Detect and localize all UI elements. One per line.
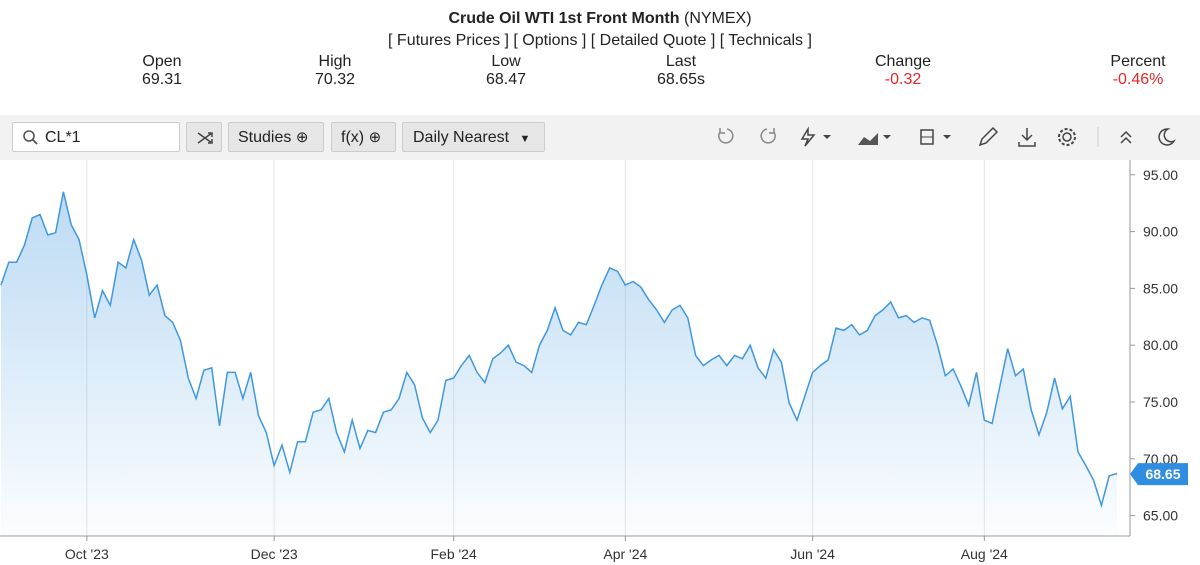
shuffle-icon	[197, 132, 213, 144]
link[interactable]: [ Technicals ]	[719, 32, 812, 49]
quote-value: 69.31	[141, 71, 183, 88]
link[interactable]: [ Detailed Quote ]	[590, 32, 716, 49]
y-tick-label: 95.00	[1143, 167, 1178, 183]
last-price-label: 68.65	[1145, 466, 1180, 482]
y-tick-label: 85.00	[1143, 280, 1178, 296]
quote-value: 68.65s	[656, 71, 706, 88]
quote-label: Low	[491, 53, 521, 70]
link[interactable]: [ Futures Prices ]	[388, 32, 509, 49]
compare-button[interactable]	[186, 122, 222, 152]
symbol-input[interactable]: CL*1	[12, 122, 180, 152]
period-label: Daily Nearest	[413, 129, 510, 146]
link[interactable]: [ Options ]	[513, 32, 587, 49]
symbol: CL*1	[45, 129, 81, 146]
y-tick-label: 90.00	[1143, 224, 1178, 240]
fx-label: f(x)	[341, 129, 365, 146]
period-select[interactable]: Daily Nearest ▼	[402, 122, 545, 152]
quote-value: -0.32	[884, 71, 922, 88]
quote-label: Percent	[1110, 53, 1166, 70]
y-tick-label: 65.00	[1143, 508, 1178, 524]
y-tick-label: 70.00	[1143, 451, 1178, 467]
quote-item: Low 68.47	[426, 53, 586, 89]
x-tick-label: Jun '24	[790, 546, 835, 562]
studies-label: Studies	[238, 129, 292, 146]
toolbar-icons[interactable]	[710, 115, 1180, 160]
quote-value: -0.46%	[1112, 71, 1164, 88]
quote-item: High 70.32	[255, 53, 415, 89]
studies-button[interactable]: Studies ⊕	[228, 122, 324, 152]
quote-item: Last 68.65s	[601, 53, 761, 89]
quote-value: 70.32	[314, 71, 356, 88]
quote-item: Percent -0.46%	[1058, 53, 1200, 89]
price-line	[0, 191, 1118, 509]
y-tick-label: 75.00	[1143, 394, 1178, 410]
quote-label: Change	[874, 53, 932, 70]
fx-button[interactable]: f(x) ⊕	[331, 122, 396, 152]
x-tick-label: Feb '24	[431, 546, 477, 562]
quote-label: Open	[142, 53, 182, 70]
x-tick-label: Dec '23	[251, 546, 298, 562]
y-tick-label: 80.00	[1143, 337, 1178, 353]
exchange: (NYMEX)	[683, 10, 752, 27]
x-tick-label: Apr '24	[603, 546, 647, 562]
x-tick-label: Oct '23	[65, 546, 109, 562]
quote-item: Change -0.32	[823, 53, 983, 89]
instrument-title: Crude Oil WTI 1st Front Month (NYMEX)	[0, 10, 1200, 28]
x-tick-label: Aug '24	[961, 546, 1008, 562]
toolbar: CL*1 Studies ⊕ f(x) ⊕ Daily Nearest ▼	[0, 115, 1200, 160]
quote-item: Open 69.31	[82, 53, 242, 89]
last-price-badge	[1130, 463, 1188, 486]
area-fill	[1, 191, 1117, 537]
search-icon	[23, 130, 38, 145]
quote-value: 68.47	[485, 71, 527, 88]
title-text: Crude Oil WTI 1st Front Month	[448, 10, 680, 27]
quote-label: Last	[665, 53, 697, 70]
quote-links: [ Futures Prices ] [ Options ] [ Detaile…	[0, 32, 1200, 50]
quote-label: High	[318, 53, 352, 70]
